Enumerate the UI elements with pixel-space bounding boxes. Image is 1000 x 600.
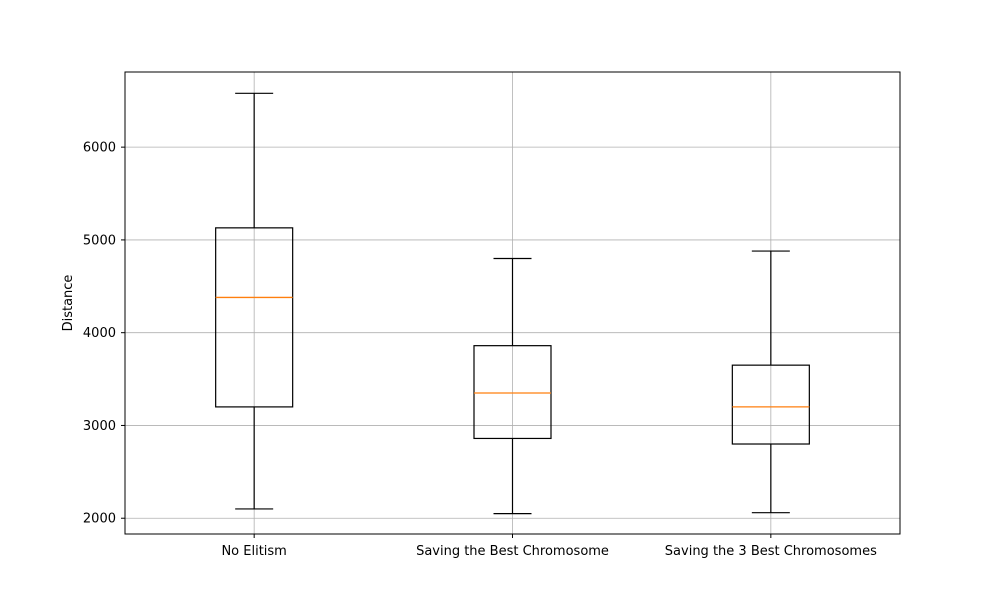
axis-ticks: 2000 3000 4000 5000 6000 No Elitism Saving the… xyxy=(83,141,877,559)
x-tick-label: Saving the Best Chromosome xyxy=(416,544,609,559)
x-tick-label: No Elitism xyxy=(221,544,286,559)
y-tick-label: 2000 xyxy=(83,512,116,527)
box-3 xyxy=(731,250,810,514)
y-tick-label: 3000 xyxy=(83,419,116,434)
x-tick-label: Saving the 3 Best Chromosomes xyxy=(665,544,877,559)
y-tick-label: 6000 xyxy=(83,141,116,156)
box-body xyxy=(731,364,810,445)
box-body xyxy=(473,345,552,440)
y-tick-label: 4000 xyxy=(83,326,116,341)
y-axis-label: Distance xyxy=(61,275,76,332)
box-body xyxy=(215,227,294,408)
y-tick-label: 5000 xyxy=(83,233,116,248)
boxes xyxy=(215,92,810,515)
box-2 xyxy=(473,257,552,515)
box-1 xyxy=(215,92,294,510)
